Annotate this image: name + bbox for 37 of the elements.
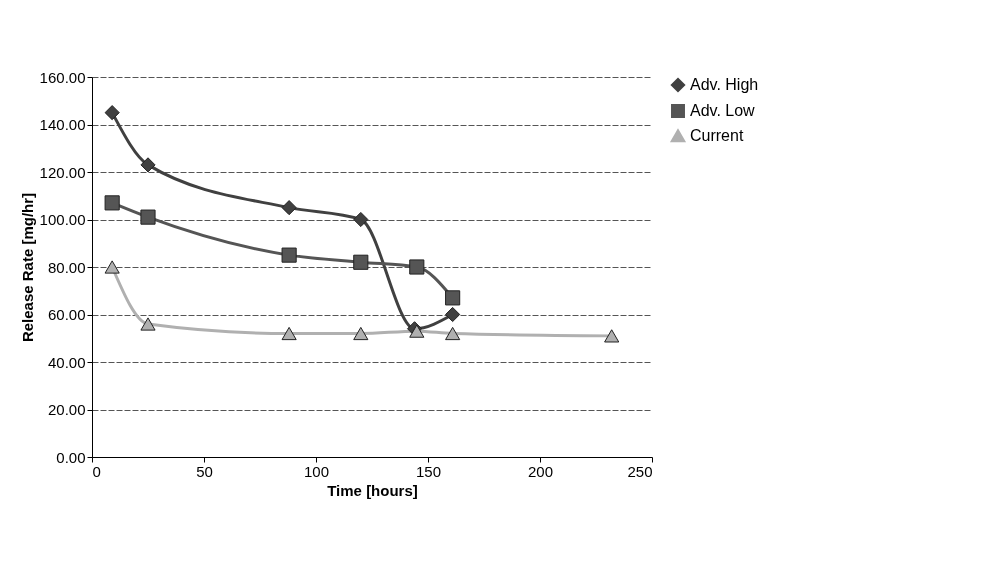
legend-label: Adv. High [690,76,759,93]
y-tick-label: 20.00 [47,401,86,418]
point [353,254,369,270]
point [104,195,120,211]
y-tick-label: 120.00 [39,163,86,181]
point [104,105,120,121]
y-tick-label: 100.00 [39,211,86,228]
y-tick-label: 140.00 [39,116,86,133]
x-tick-label: 100 [303,462,330,480]
point [104,260,120,274]
y-tick-label: 0.00 [56,448,86,466]
y-axis-title: Release Rate [mg/hr] [18,192,36,343]
y-tick-label: 40.00 [47,353,86,371]
point [353,211,369,228]
y-tick-label: 80.00 [47,258,86,276]
x-tick-label: 200 [527,462,554,480]
point [445,306,461,323]
x-tick-label: 250 [627,462,653,480]
point [281,200,297,216]
x-tick-label: 0 [92,462,101,480]
x-tick-label: 150 [415,462,442,480]
y-tick-label: 160.00 [39,68,86,86]
x-axis-title: Time [hours] [327,481,418,499]
point [140,157,156,173]
point [140,209,156,225]
point [604,329,620,343]
y-tick-label: 60.00 [47,306,86,323]
x-tick-label: 50 [196,462,213,480]
point [140,317,156,331]
point [281,326,297,341]
point [281,247,297,263]
point [353,326,369,341]
point [409,259,425,275]
legend-label: Adv. Low [690,102,756,119]
point [445,290,461,306]
legend-label: Current [690,127,744,144]
point [445,326,461,341]
